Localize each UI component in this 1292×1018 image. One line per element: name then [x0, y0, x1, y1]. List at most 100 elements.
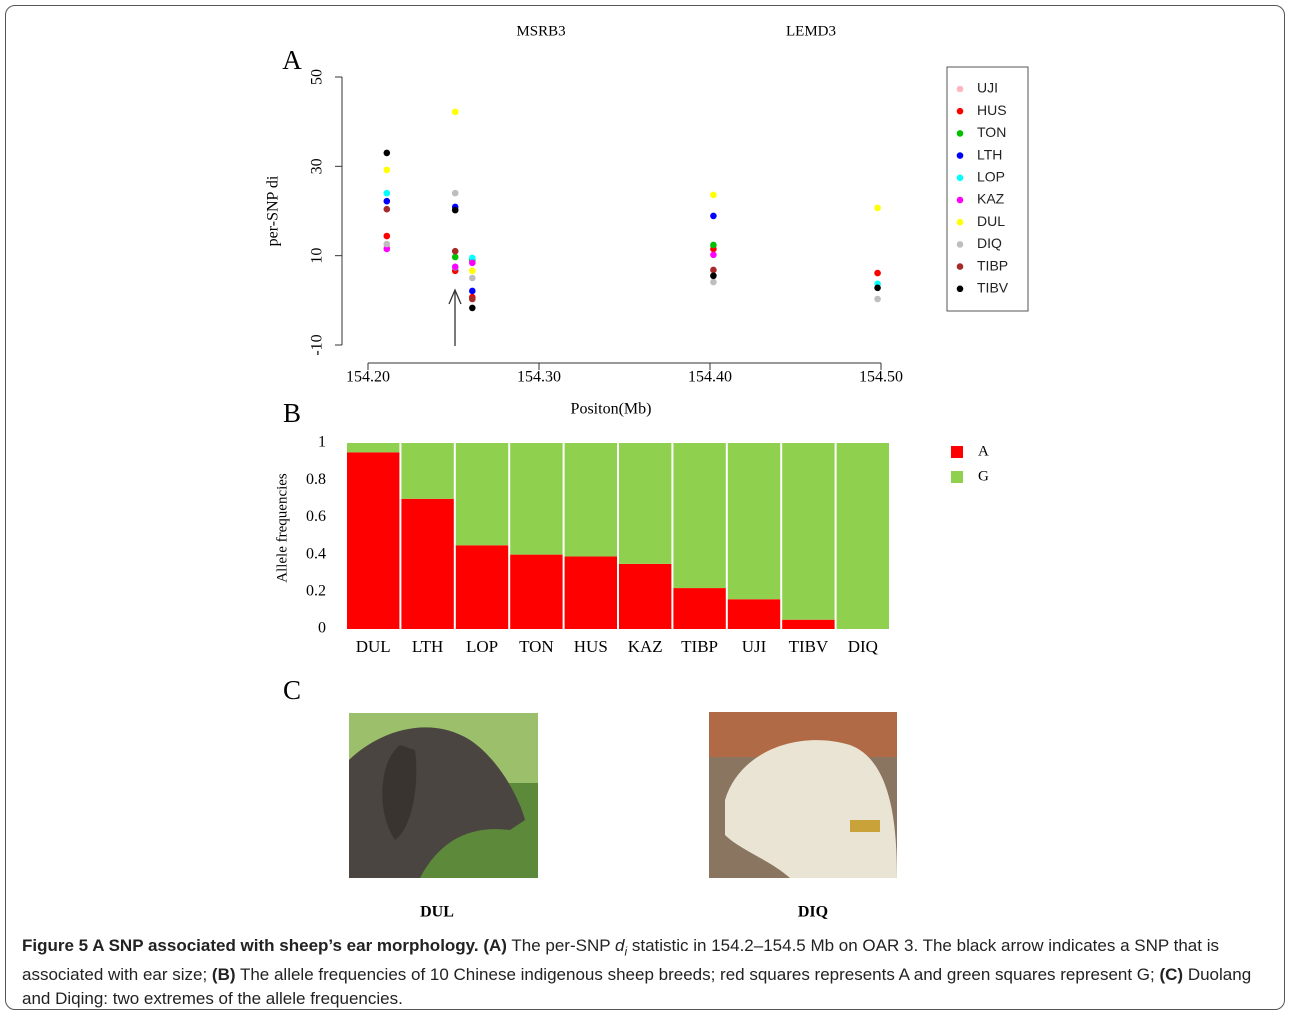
x-tick-label: 154.30: [517, 369, 561, 386]
bar-segment: [673, 588, 725, 629]
gene-label: LEMD3: [786, 23, 836, 39]
x-tick-label: KAZ: [628, 637, 663, 656]
x-tick-label: DIQ: [848, 637, 878, 656]
panel-label: C: [283, 675, 301, 705]
legend-marker: [957, 108, 964, 115]
point: [384, 241, 391, 248]
legend-label: G: [978, 468, 989, 484]
photo: [349, 713, 538, 878]
y-tick-label: 0.6: [306, 508, 326, 525]
point: [710, 251, 717, 258]
bar-segment: [510, 555, 562, 629]
caption-segment: (C): [1159, 965, 1183, 984]
point: [452, 207, 459, 214]
y-tick-label: 0.2: [306, 582, 326, 599]
legend-label: KAZ: [977, 191, 1005, 207]
bar-segment: [673, 443, 725, 588]
x-tick-label: TIBP: [681, 637, 718, 656]
legend-marker: [957, 197, 964, 204]
bar-segment: [782, 620, 834, 629]
panel-label: B: [283, 398, 301, 428]
caption-segment: The allele frequencies of 10 Chinese ind…: [236, 965, 1160, 984]
point: [469, 260, 476, 267]
bar-segment: [619, 443, 671, 564]
caption-segment: (B): [212, 965, 236, 984]
bar-segment: [619, 564, 671, 629]
legend-marker: [957, 219, 964, 226]
point: [710, 242, 717, 249]
point: [710, 213, 717, 220]
y-axis-label: per-SNP di: [265, 175, 282, 246]
point: [469, 288, 476, 295]
legend-marker: [951, 446, 963, 458]
legend-label: DUL: [977, 213, 1005, 229]
legend-marker: [957, 152, 964, 159]
photo-label: DUL: [420, 904, 454, 921]
x-tick-label: 154.40: [688, 369, 732, 386]
y-tick-label: 0.8: [306, 471, 326, 488]
caption-segment: The per-SNP: [507, 936, 615, 955]
point: [710, 192, 717, 199]
legend-marker: [957, 86, 964, 93]
bar-segment: [347, 452, 399, 629]
legend-label: TON: [977, 124, 1006, 140]
bar-segment: [456, 443, 508, 545]
y-tick-label: 0: [318, 620, 326, 637]
y-tick-label: 0.4: [306, 545, 326, 562]
y-tick-label: 10: [309, 248, 326, 264]
point: [452, 264, 459, 271]
legend-label: HUS: [977, 102, 1007, 118]
point: [874, 205, 881, 212]
point: [452, 248, 459, 255]
bar-segment: [565, 443, 617, 556]
legend-marker: [951, 471, 963, 483]
figure: A B C MSRB3 LEMD3 Positon(Mb) per-SNP di…: [0, 0, 1292, 930]
point: [710, 267, 717, 274]
x-tick-label: UJI: [742, 637, 767, 656]
y-axis-label: Allele frequencies: [274, 473, 290, 583]
bar-segment: [510, 443, 562, 555]
x-tick-label: 154.50: [859, 369, 903, 386]
point: [710, 279, 717, 286]
x-tick-label: LTH: [412, 637, 444, 656]
bar-segment: [782, 443, 834, 620]
point: [469, 268, 476, 275]
y-tick-label: -10: [309, 334, 326, 355]
point: [452, 254, 459, 261]
legend-label: UJI: [977, 80, 998, 96]
point: [384, 198, 391, 205]
legend-label: LOP: [977, 169, 1005, 185]
x-tick-label: DUL: [356, 637, 391, 656]
x-tick-label: LOP: [466, 637, 498, 656]
point: [710, 272, 717, 279]
bar-segment: [456, 545, 508, 629]
point: [452, 190, 459, 197]
point: [452, 109, 459, 116]
panel-label: A: [282, 45, 302, 75]
caption-segment: Figure 5 A SNP associated with sheep’s e…: [22, 936, 483, 955]
point: [874, 296, 881, 303]
bar-segment: [401, 499, 453, 629]
y-tick-label: 50: [309, 69, 326, 85]
point: [874, 270, 881, 277]
point: [384, 206, 391, 213]
legend-label: DIQ: [977, 235, 1002, 251]
legend-label: TIBP: [977, 257, 1008, 273]
point: [469, 275, 476, 282]
x-tick-label: HUS: [574, 637, 608, 656]
x-tick-label: 154.20: [346, 369, 390, 386]
bar-segment: [837, 443, 889, 629]
x-axis-label: Positon(Mb): [571, 401, 652, 418]
page: { "chart_data": [ {"type": "scatter", "a…: [0, 0, 1292, 1018]
legend-marker: [957, 286, 964, 293]
x-tick-label: TON: [519, 637, 554, 656]
bar-segment: [565, 556, 617, 629]
point: [384, 233, 391, 240]
legend-marker: [957, 241, 964, 248]
bar-segment: [728, 443, 780, 599]
y-tick-label: 1: [318, 434, 326, 451]
point: [469, 305, 476, 312]
legend-label: LTH: [977, 146, 1002, 162]
legend-marker: [957, 263, 964, 270]
x-tick-label: TIBV: [789, 637, 829, 656]
